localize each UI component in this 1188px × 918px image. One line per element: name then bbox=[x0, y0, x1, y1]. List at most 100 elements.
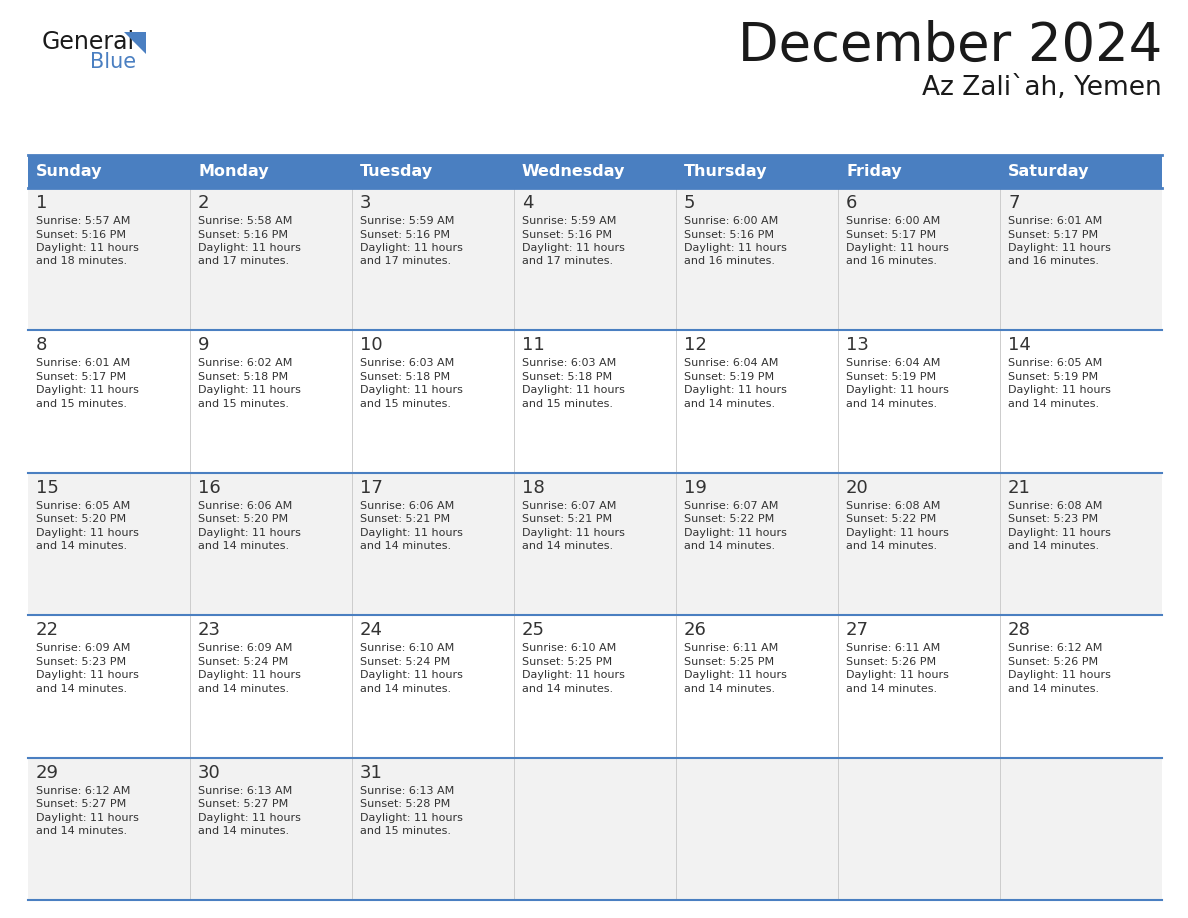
Text: and 14 minutes.: and 14 minutes. bbox=[360, 542, 451, 552]
Text: Daylight: 11 hours: Daylight: 11 hours bbox=[198, 528, 301, 538]
Text: Sunset: 5:19 PM: Sunset: 5:19 PM bbox=[1007, 372, 1098, 382]
Text: and 15 minutes.: and 15 minutes. bbox=[360, 826, 451, 836]
Text: Sunrise: 6:08 AM: Sunrise: 6:08 AM bbox=[846, 501, 941, 510]
Bar bbox=[1000, 155, 1162, 188]
Bar bbox=[676, 615, 838, 757]
Text: Daylight: 11 hours: Daylight: 11 hours bbox=[684, 386, 786, 396]
Text: and 14 minutes.: and 14 minutes. bbox=[846, 542, 937, 552]
Bar bbox=[1000, 473, 1162, 615]
Text: Sunset: 5:18 PM: Sunset: 5:18 PM bbox=[360, 372, 450, 382]
Text: Sunday: Sunday bbox=[36, 164, 102, 179]
Text: Sunset: 5:16 PM: Sunset: 5:16 PM bbox=[522, 230, 612, 240]
Bar bbox=[676, 473, 838, 615]
Text: 21: 21 bbox=[1007, 479, 1031, 497]
Text: Sunrise: 6:09 AM: Sunrise: 6:09 AM bbox=[36, 644, 131, 654]
Bar bbox=[352, 330, 514, 473]
Text: and 15 minutes.: and 15 minutes. bbox=[198, 399, 289, 409]
Text: Daylight: 11 hours: Daylight: 11 hours bbox=[360, 812, 463, 823]
Text: and 14 minutes.: and 14 minutes. bbox=[198, 542, 289, 552]
Text: and 14 minutes.: and 14 minutes. bbox=[1007, 684, 1099, 694]
Text: Sunrise: 6:12 AM: Sunrise: 6:12 AM bbox=[36, 786, 131, 796]
Text: and 14 minutes.: and 14 minutes. bbox=[198, 826, 289, 836]
Text: Sunset: 5:22 PM: Sunset: 5:22 PM bbox=[684, 514, 775, 524]
Text: Daylight: 11 hours: Daylight: 11 hours bbox=[36, 670, 139, 680]
Text: 28: 28 bbox=[1007, 621, 1031, 639]
Text: Monday: Monday bbox=[198, 164, 268, 179]
Text: Thursday: Thursday bbox=[684, 164, 767, 179]
Bar bbox=[838, 473, 1000, 615]
Text: Sunrise: 6:07 AM: Sunrise: 6:07 AM bbox=[522, 501, 617, 510]
Text: Sunset: 5:16 PM: Sunset: 5:16 PM bbox=[36, 230, 126, 240]
Text: Sunset: 5:17 PM: Sunset: 5:17 PM bbox=[1007, 230, 1098, 240]
Text: Daylight: 11 hours: Daylight: 11 hours bbox=[1007, 243, 1111, 253]
Bar bbox=[514, 155, 676, 188]
Text: 6: 6 bbox=[846, 194, 858, 212]
Text: Sunrise: 6:03 AM: Sunrise: 6:03 AM bbox=[360, 358, 454, 368]
Text: Sunrise: 6:10 AM: Sunrise: 6:10 AM bbox=[522, 644, 617, 654]
Bar bbox=[838, 330, 1000, 473]
Text: Sunset: 5:27 PM: Sunset: 5:27 PM bbox=[198, 799, 289, 809]
Bar bbox=[514, 615, 676, 757]
Text: Sunrise: 6:12 AM: Sunrise: 6:12 AM bbox=[1007, 644, 1102, 654]
Text: Friday: Friday bbox=[846, 164, 902, 179]
Text: and 14 minutes.: and 14 minutes. bbox=[36, 542, 127, 552]
Text: and 14 minutes.: and 14 minutes. bbox=[1007, 399, 1099, 409]
Text: Sunset: 5:25 PM: Sunset: 5:25 PM bbox=[522, 656, 612, 666]
Text: 11: 11 bbox=[522, 336, 545, 354]
Bar bbox=[29, 155, 190, 188]
Text: December 2024: December 2024 bbox=[738, 20, 1162, 72]
Text: Daylight: 11 hours: Daylight: 11 hours bbox=[1007, 670, 1111, 680]
Bar bbox=[190, 155, 352, 188]
Text: Daylight: 11 hours: Daylight: 11 hours bbox=[522, 528, 625, 538]
Text: Daylight: 11 hours: Daylight: 11 hours bbox=[522, 243, 625, 253]
Bar bbox=[29, 330, 190, 473]
Text: Sunset: 5:26 PM: Sunset: 5:26 PM bbox=[1007, 656, 1098, 666]
Bar bbox=[352, 188, 514, 330]
Text: Sunrise: 6:02 AM: Sunrise: 6:02 AM bbox=[198, 358, 292, 368]
Text: and 16 minutes.: and 16 minutes. bbox=[846, 256, 937, 266]
Text: 4: 4 bbox=[522, 194, 533, 212]
Text: Daylight: 11 hours: Daylight: 11 hours bbox=[198, 386, 301, 396]
Text: Sunrise: 5:59 AM: Sunrise: 5:59 AM bbox=[522, 216, 617, 226]
Text: Daylight: 11 hours: Daylight: 11 hours bbox=[684, 670, 786, 680]
Text: Blue: Blue bbox=[90, 52, 137, 72]
Text: and 15 minutes.: and 15 minutes. bbox=[522, 399, 613, 409]
Text: and 16 minutes.: and 16 minutes. bbox=[1007, 256, 1099, 266]
Bar bbox=[676, 155, 838, 188]
Text: Sunset: 5:20 PM: Sunset: 5:20 PM bbox=[36, 514, 126, 524]
Bar bbox=[514, 188, 676, 330]
Text: and 14 minutes.: and 14 minutes. bbox=[684, 684, 775, 694]
Bar bbox=[838, 757, 1000, 900]
Text: Daylight: 11 hours: Daylight: 11 hours bbox=[522, 670, 625, 680]
Bar bbox=[29, 188, 190, 330]
Text: Sunset: 5:24 PM: Sunset: 5:24 PM bbox=[198, 656, 289, 666]
Bar bbox=[190, 188, 352, 330]
Text: Sunrise: 6:11 AM: Sunrise: 6:11 AM bbox=[684, 644, 778, 654]
Text: Daylight: 11 hours: Daylight: 11 hours bbox=[684, 528, 786, 538]
Text: 19: 19 bbox=[684, 479, 707, 497]
Text: 5: 5 bbox=[684, 194, 695, 212]
Text: Sunrise: 6:07 AM: Sunrise: 6:07 AM bbox=[684, 501, 778, 510]
Bar bbox=[190, 757, 352, 900]
Text: 31: 31 bbox=[360, 764, 383, 781]
Bar bbox=[838, 155, 1000, 188]
Bar bbox=[352, 155, 514, 188]
Text: Sunset: 5:24 PM: Sunset: 5:24 PM bbox=[360, 656, 450, 666]
Text: Daylight: 11 hours: Daylight: 11 hours bbox=[846, 670, 949, 680]
Text: Daylight: 11 hours: Daylight: 11 hours bbox=[36, 386, 139, 396]
Text: Sunset: 5:28 PM: Sunset: 5:28 PM bbox=[360, 799, 450, 809]
Text: Daylight: 11 hours: Daylight: 11 hours bbox=[1007, 386, 1111, 396]
Text: Daylight: 11 hours: Daylight: 11 hours bbox=[1007, 528, 1111, 538]
Bar bbox=[838, 615, 1000, 757]
Text: Daylight: 11 hours: Daylight: 11 hours bbox=[198, 670, 301, 680]
Text: and 14 minutes.: and 14 minutes. bbox=[684, 542, 775, 552]
Bar bbox=[190, 473, 352, 615]
Text: Sunrise: 6:03 AM: Sunrise: 6:03 AM bbox=[522, 358, 617, 368]
Polygon shape bbox=[124, 32, 146, 54]
Text: and 14 minutes.: and 14 minutes. bbox=[846, 399, 937, 409]
Text: Daylight: 11 hours: Daylight: 11 hours bbox=[846, 528, 949, 538]
Text: Sunrise: 6:10 AM: Sunrise: 6:10 AM bbox=[360, 644, 454, 654]
Bar bbox=[352, 615, 514, 757]
Text: 12: 12 bbox=[684, 336, 707, 354]
Text: Sunset: 5:18 PM: Sunset: 5:18 PM bbox=[522, 372, 612, 382]
